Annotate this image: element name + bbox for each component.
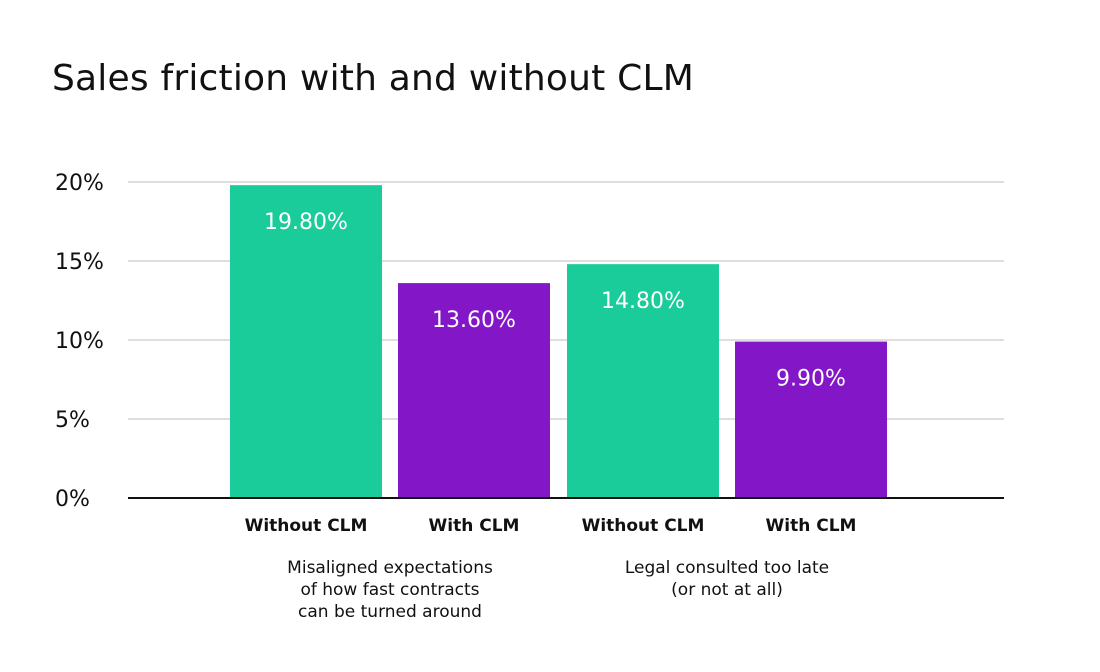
group-label: Misaligned expectations of how fast contr… bbox=[287, 558, 493, 622]
category-label: With CLM bbox=[766, 516, 857, 536]
chart-title: Sales friction with and without CLM bbox=[52, 58, 694, 99]
y-tick-label: 5% bbox=[55, 408, 90, 433]
y-axis-ticks: 0% 5% 10% 15% 20% bbox=[55, 171, 104, 512]
y-tick-label: 10% bbox=[55, 329, 104, 354]
bar-value-label: 13.60% bbox=[432, 308, 516, 333]
group-label-line: Legal consulted too late bbox=[625, 558, 829, 578]
category-label: Without CLM bbox=[582, 516, 705, 536]
bar bbox=[735, 341, 887, 498]
group-label-line: Misaligned expectations bbox=[287, 558, 493, 578]
bar-value-label: 9.90% bbox=[776, 367, 846, 392]
y-tick-label: 0% bbox=[55, 487, 90, 512]
bar bbox=[398, 283, 550, 498]
bars bbox=[230, 185, 887, 498]
bar-value-label: 14.80% bbox=[601, 289, 685, 314]
group-label: Legal consulted too late (or not at all) bbox=[625, 558, 829, 600]
category-label: With CLM bbox=[429, 516, 520, 536]
y-tick-label: 20% bbox=[55, 171, 104, 196]
category-label: Without CLM bbox=[245, 516, 368, 536]
group-label-line: can be turned around bbox=[298, 602, 482, 622]
group-label-line: (or not at all) bbox=[671, 580, 783, 600]
bar-value-label: 19.80% bbox=[264, 210, 348, 235]
bar bbox=[230, 185, 382, 498]
labels: 19.80% Without CLM 13.60% With CLM Misaligne… bbox=[245, 210, 857, 622]
bar bbox=[567, 264, 719, 498]
group-label-line: of how fast contracts bbox=[300, 580, 479, 600]
y-tick-label: 15% bbox=[55, 250, 104, 275]
